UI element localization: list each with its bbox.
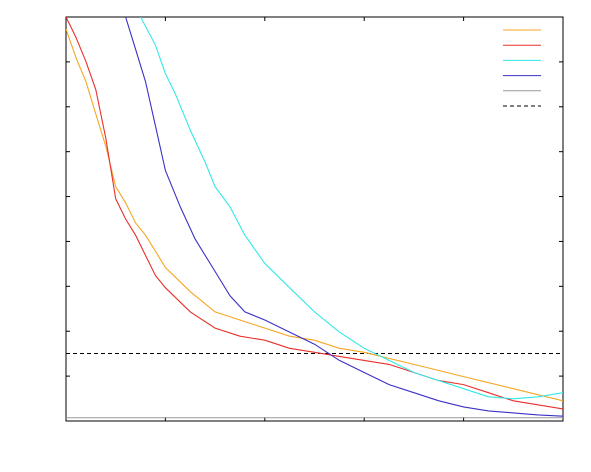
axis-ticks bbox=[66, 17, 563, 421]
series-layer bbox=[66, 17, 563, 419]
series-line-4 bbox=[125, 17, 563, 417]
series-line-3 bbox=[140, 17, 563, 400]
legend bbox=[503, 29, 541, 107]
plot-area bbox=[65, 16, 564, 422]
